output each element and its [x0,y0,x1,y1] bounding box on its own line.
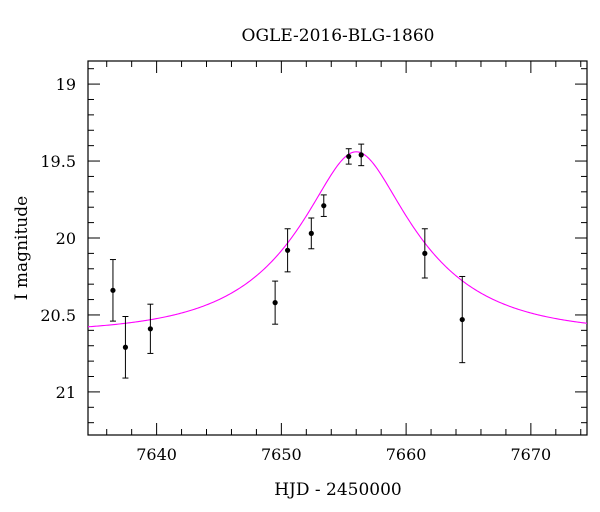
chart-title: OGLE-2016-BLG-1860 [242,26,435,46]
x-tick-label: 7650 [261,445,302,464]
y-tick-label: 19.5 [40,152,76,171]
plot-frame [87,60,588,436]
data-point [110,287,116,293]
x-tick-label: 7640 [136,445,177,464]
data-point [459,316,465,323]
data-point [147,326,153,332]
x-axis-title: HJD - 2450000 [274,480,402,500]
y-tick-label: 20 [56,229,76,248]
x-tick-label: 7670 [511,445,552,464]
y-tick-labels: 19 19.5 20 20.5 21 [40,75,76,402]
axis-ticks [88,61,587,435]
y-tick-label: 21 [56,383,76,402]
data-point [321,203,327,209]
x-tick-labels: 7640 7650 7660 7670 [136,445,551,464]
data-point [122,344,129,350]
data-point [346,153,352,160]
y-axis-title: I magnitude [12,196,32,300]
x-tick-label: 7660 [386,445,427,464]
data-point [422,250,428,256]
data-points [109,143,466,379]
y-tick-label: 19 [56,75,76,94]
data-point [308,230,314,236]
data-point [285,247,291,253]
model-curve [87,151,588,328]
y-tick-label: 20.5 [40,306,76,325]
data-point [358,152,364,158]
data-point [272,300,278,306]
